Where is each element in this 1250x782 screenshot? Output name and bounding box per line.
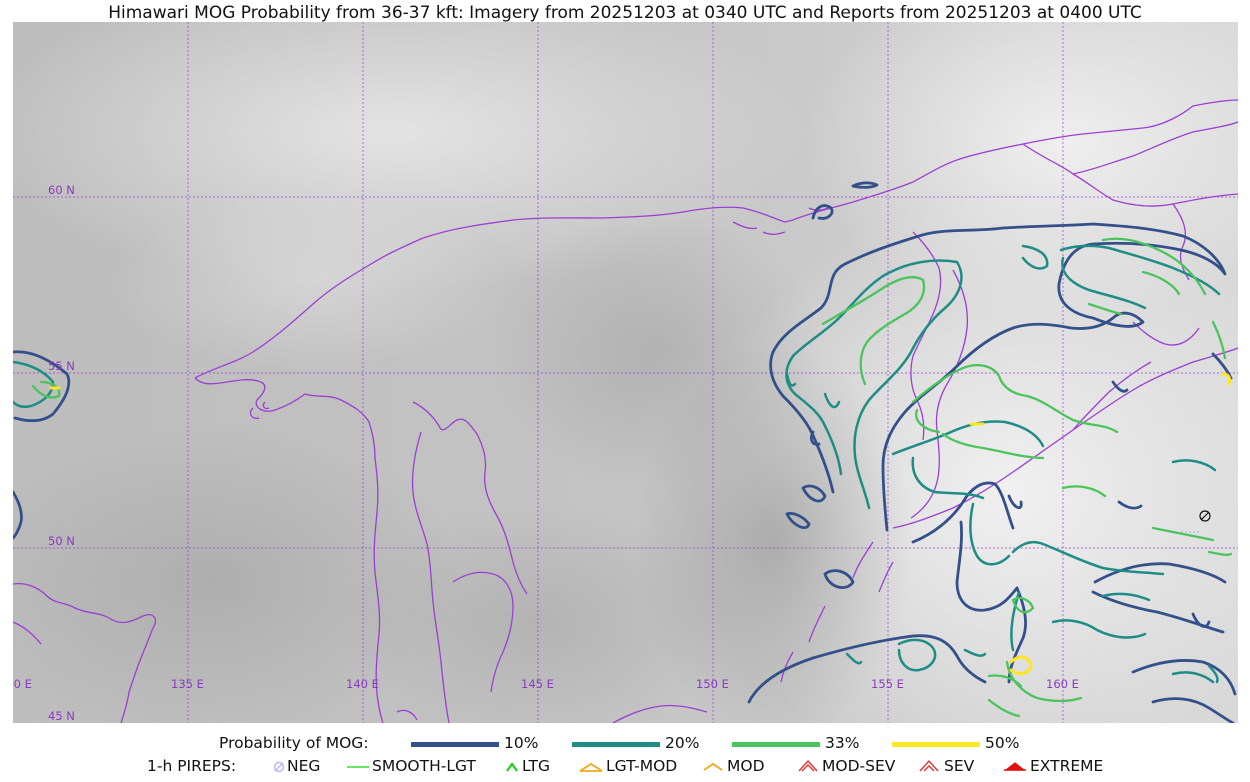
legend-label-10: 10%: [504, 734, 539, 752]
pirep-label-mod-sev: MOD-SEV: [822, 757, 896, 775]
pirep-label-neg: NEG: [287, 757, 321, 775]
extreme-icon: [1004, 762, 1026, 771]
ltg-icon: [506, 762, 518, 772]
mod-sev-icon: [798, 759, 818, 772]
lon-label-145: 145 E: [521, 677, 554, 691]
mog-contours: [13, 181, 1237, 723]
pirep-label-smooth-lgt: SMOOTH-LGT: [372, 757, 476, 775]
figure-title: Himawari MOG Probability from 36-37 kft:…: [108, 3, 1142, 23]
legend-swatch-20: [572, 742, 660, 747]
contour-33pct: [31, 237, 1233, 718]
sev-icon: [919, 759, 939, 772]
legend-swatch-50: [892, 742, 980, 747]
lon-label-155: 155 E: [871, 677, 904, 691]
legend-swatch-10: [411, 742, 499, 747]
pirep-neg-marker: [1181, 510, 1211, 533]
latitude-labels: 60 N 55 N 50 N 45 N: [48, 183, 75, 723]
lgt-mod-icon: [579, 762, 603, 772]
probability-legend-label: Probability of MOG:: [219, 734, 369, 752]
lon-label-130: 130 E: [13, 677, 32, 691]
graticule: [13, 22, 1238, 723]
pirep-label-lgt-mod: LGT-MOD: [606, 757, 678, 775]
contour-50pct: [49, 372, 1231, 675]
pireps-legend-label: 1-h PIREPS:: [147, 757, 237, 775]
lat-label-60: 60 N: [48, 183, 75, 197]
coastlines: [13, 99, 1238, 723]
lon-label-140: 140 E: [346, 677, 379, 691]
lon-label-150: 150 E: [696, 677, 729, 691]
probability-legend: Probability of MOG: 10% 20% 33% 50%: [0, 732, 1250, 754]
legend-label-50: 50%: [985, 734, 1020, 752]
legend-label-20: 20%: [665, 734, 700, 752]
legend-label-33: 33%: [825, 734, 860, 752]
neg-icon: [273, 761, 285, 773]
pirep-label-mod: MOD: [727, 757, 765, 775]
pirep-label-sev: SEV: [944, 757, 975, 775]
smooth-lgt-icon: [347, 766, 369, 768]
lat-label-50: 50 N: [48, 534, 75, 548]
lon-label-160: 160 E: [1046, 677, 1079, 691]
lon-label-135: 135 E: [171, 677, 204, 691]
satellite-map: 60 N 55 N 50 N 45 N 130 E 135 E 140 E 14…: [13, 22, 1238, 723]
pireps-legend: 1-h PIREPS: NEG SMOOTH-LGT LTG LGT-MOD M…: [0, 755, 1250, 777]
mod-icon: [703, 762, 723, 771]
lat-label-45: 45 N: [48, 709, 75, 723]
contour-10pct: [13, 181, 1237, 723]
legend-swatch-33: [732, 742, 820, 747]
satellite-imagery: [13, 22, 1238, 723]
longitude-labels: 130 E 135 E 140 E 145 E 150 E 155 E 160 …: [13, 677, 1079, 691]
lat-label-55: 55 N: [48, 359, 75, 373]
pirep-label-ltg: LTG: [522, 757, 550, 775]
pirep-label-extreme: EXTREME: [1030, 757, 1104, 775]
